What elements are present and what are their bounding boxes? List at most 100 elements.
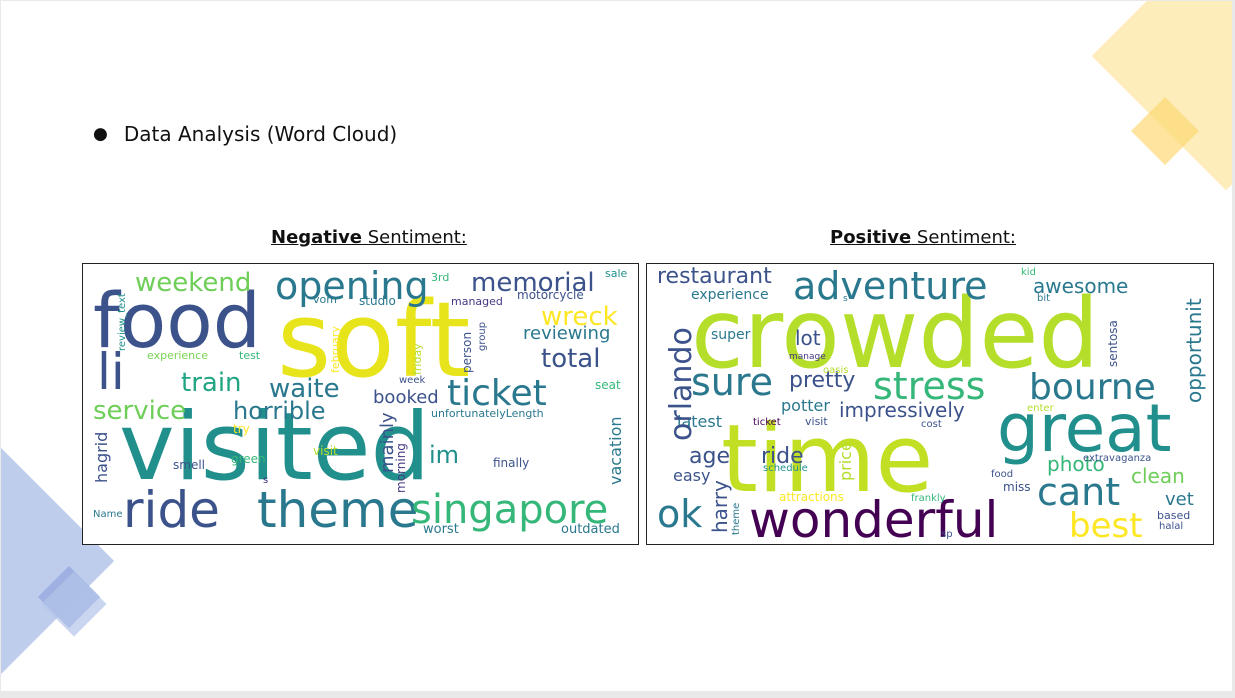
- negative-word-total: total: [541, 344, 600, 374]
- positive-word-great: great: [997, 390, 1172, 467]
- negative-word-ticket: ticket: [447, 373, 547, 414]
- negative-word-unfortunatelylength: unfortunatelyLength: [431, 407, 544, 420]
- negative-word-managed: managed: [451, 295, 503, 308]
- negative-word-li: li: [97, 343, 125, 401]
- negative-word-service: service: [93, 396, 186, 426]
- positive-word-easy: easy: [673, 466, 710, 485]
- positive-word-best: best: [1069, 506, 1143, 544]
- positive-word-enter: enter: [1027, 403, 1055, 414]
- positive-word-ride: ride: [761, 444, 804, 469]
- positive-word-miss: miss: [1003, 480, 1031, 494]
- negative-word-green: green: [231, 452, 266, 466]
- negative-word-reviewing: reviewing: [523, 323, 610, 344]
- positive-word-impressively: impressively: [839, 398, 965, 422]
- positive-word-wonderful: wonderful: [749, 491, 998, 544]
- positive-word-orlando: orlando: [664, 327, 699, 441]
- negative-word-experience: experience: [147, 349, 208, 362]
- positive-word-photo: photo: [1047, 452, 1105, 476]
- bullet-dot-icon: ●: [93, 124, 108, 144]
- negative-word-person: person: [460, 332, 474, 373]
- negative-caption: Negative Sentiment:: [271, 227, 467, 248]
- negative-word-worst: worst: [423, 522, 459, 537]
- negative-word-review-text: review_text: [117, 293, 128, 351]
- negative-word-february: february: [329, 326, 342, 373]
- negative-word-friday: friday: [411, 343, 424, 375]
- positive-word-clean: clean: [1131, 464, 1185, 488]
- positive-word-frankly: frankly: [911, 493, 946, 504]
- negative-word-test: test: [239, 349, 261, 362]
- negative-word-studio: studio: [359, 294, 396, 308]
- positive-word-sp: sp: [941, 529, 953, 540]
- negative-word-vom: vom: [313, 293, 337, 306]
- negative-word-hagrid: hagrid: [92, 432, 111, 483]
- negative-word-theme: theme: [257, 481, 419, 539]
- positive-word-harry: harry: [708, 480, 732, 533]
- negative-word-sale: sale: [605, 267, 628, 280]
- negative-word-horrible: horrible: [233, 397, 326, 425]
- positive-word-food: food: [991, 469, 1013, 480]
- negative-word-singapore: singapore: [411, 487, 608, 533]
- negative-word-group: group: [477, 322, 488, 351]
- positive-word-cloud-svg: crowded time great wonderful adventure stress…: [657, 264, 1206, 544]
- positive-word-theme: theme: [731, 503, 742, 535]
- negative-word-wreck: wreck: [541, 302, 618, 332]
- positive-word-cost: cost: [921, 419, 942, 430]
- negative-caption-bold: Negative: [271, 227, 363, 248]
- positive-word-super: super: [711, 327, 751, 343]
- positive-word-restaurant: restaurant: [657, 264, 772, 289]
- positive-word-visit: visit: [805, 415, 828, 428]
- positive-word-sure: sure: [691, 360, 773, 404]
- positive-word-opportunit: opportunit: [1182, 298, 1206, 403]
- positive-word-bit: bit: [1037, 293, 1050, 304]
- positive-caption: Positive Sentiment:: [830, 227, 1016, 248]
- negative-word-motorcycle: motorcycle: [517, 288, 584, 302]
- positive-word-cant: cant: [1037, 470, 1120, 514]
- negative-word-booked: booked: [373, 387, 439, 408]
- positive-word-lot: lot: [795, 326, 821, 350]
- positive-word-time: time: [721, 405, 933, 514]
- negative-word-train: train: [181, 368, 242, 398]
- negative-word-3rd: 3rd: [431, 271, 449, 284]
- positive-word-awesome: awesome: [1033, 274, 1128, 298]
- positive-word-vet: vet: [1165, 489, 1194, 510]
- negative-word-ride: ride: [123, 481, 220, 539]
- negative-word-visit: visit: [313, 444, 338, 458]
- positive-word-latest: latest: [677, 412, 722, 431]
- negative-word-morning: morning: [394, 443, 408, 493]
- negative-word-finally: finally: [493, 456, 529, 470]
- positive-caption-rest: Sentiment:: [911, 227, 1016, 248]
- positive-word-halal: halal: [1159, 521, 1183, 532]
- positive-word-age: age: [689, 444, 730, 469]
- negative-word-s: s: [263, 475, 268, 486]
- negative-word-smell: smell: [173, 458, 205, 472]
- positive-word-stress: stress: [873, 364, 985, 408]
- positive-word-manage: manage: [789, 352, 826, 362]
- positive-word-cloud: crowded time great wonderful adventure stress…: [646, 263, 1214, 545]
- negative-word-vacation: vacation: [606, 416, 625, 485]
- negative-word-food: food: [93, 276, 261, 365]
- negative-word-waite: waite: [269, 374, 340, 404]
- positive-word-price: price: [836, 441, 855, 481]
- positive-word-attractions: attractions: [779, 490, 844, 504]
- positive-word-adventure: adventure: [793, 264, 988, 308]
- negative-word-outdated: outdated: [561, 522, 620, 537]
- negative-word-week: week: [399, 375, 425, 386]
- negative-word-weekend: weekend: [135, 268, 251, 298]
- positive-word-schedule: schedule: [763, 463, 808, 474]
- negative-word-memorial: memorial: [471, 268, 595, 298]
- negative-word-visited: visited: [119, 393, 430, 502]
- positive-word-sentosa: sentosa: [1106, 320, 1120, 367]
- negative-word-opening: opening: [275, 264, 429, 308]
- negative-caption-rest: Sentiment:: [362, 227, 467, 248]
- positive-caption-bold: Positive: [830, 227, 912, 248]
- positive-word-extravaganza: extravaganza: [1083, 453, 1151, 464]
- positive-word-bourne: bourne: [1029, 367, 1156, 408]
- positive-word-based: based: [1157, 509, 1190, 522]
- positive-word-experience: experience: [691, 287, 769, 303]
- positive-word-oasis: oasis: [823, 365, 848, 376]
- negative-word-im: im: [429, 441, 459, 469]
- negative-word-try: try: [233, 422, 250, 436]
- negative-word-seat: seat: [595, 378, 621, 392]
